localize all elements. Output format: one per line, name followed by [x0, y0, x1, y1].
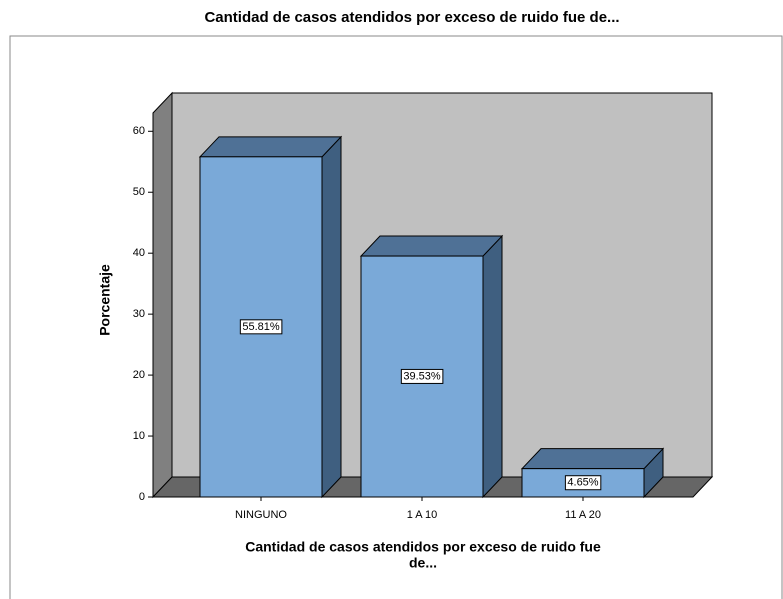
y-tick-label: 60 — [133, 125, 145, 137]
value-label: 4.65% — [567, 477, 598, 489]
y-tick-label: 10 — [133, 430, 145, 442]
x-axis-label: Cantidad de casos atendidos por exceso d… — [245, 539, 601, 555]
y-tick-label: 20 — [133, 369, 145, 381]
value-label-box — [400, 368, 444, 384]
x-axis-label: de... — [409, 555, 437, 571]
value-label-box — [564, 475, 602, 491]
y-tick-label: 0 — [139, 491, 145, 503]
x-tick-label: 1 A 10 — [407, 509, 438, 521]
side-wall — [152, 91, 173, 499]
bar-side — [321, 135, 342, 499]
x-tick-label: NINGUNO — [235, 509, 287, 521]
bar-top — [198, 136, 343, 158]
chart-title: Cantidad de casos atendidos por exceso d… — [204, 9, 619, 26]
value-label: 39.53% — [403, 370, 441, 382]
value-label-box — [239, 319, 283, 335]
y-tick-label: 50 — [133, 186, 145, 198]
bar-side — [482, 234, 503, 499]
x-tick-label: 11 A 20 — [565, 509, 601, 521]
value-label: 55.81% — [242, 321, 280, 333]
y-axis-label: Porcentaje — [97, 264, 113, 336]
y-tick-label: 40 — [133, 247, 145, 259]
y-tick-label: 30 — [133, 308, 145, 320]
bar-top — [520, 448, 665, 470]
bar-top — [359, 235, 504, 257]
